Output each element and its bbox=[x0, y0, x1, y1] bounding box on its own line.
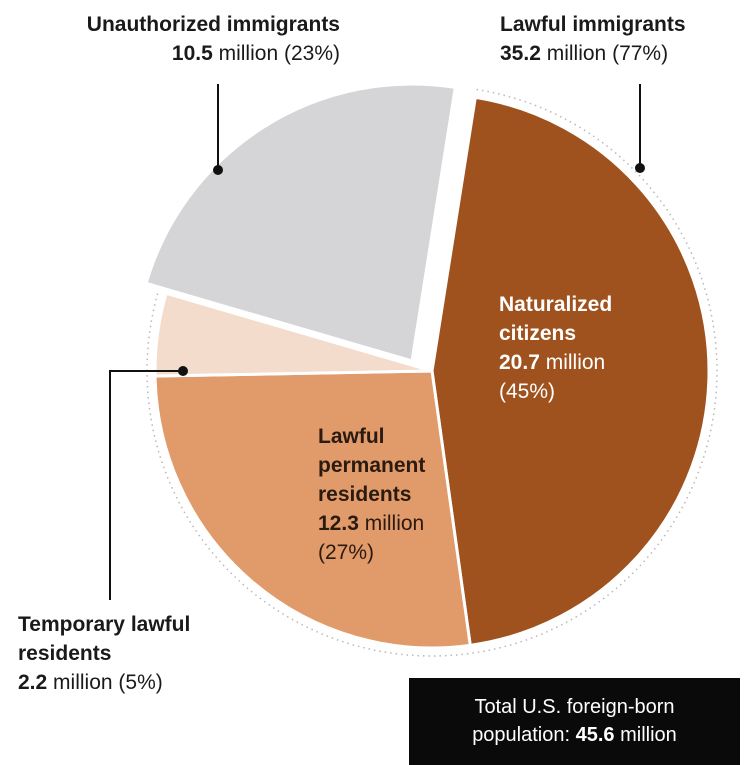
lpr-percent: (27%) bbox=[318, 541, 375, 564]
label-temporary-lawful-residents: Temporary lawful residents 2.2 million (… bbox=[18, 610, 190, 697]
naturalized-unit: million bbox=[545, 351, 606, 374]
label-lawful-immigrants: Lawful immigrants 35.2 million (77%) bbox=[500, 10, 686, 68]
pie-slices bbox=[144, 82, 711, 650]
label-naturalized-citizens: Naturalized citizens 20.7 million (45%) bbox=[499, 290, 612, 406]
label-lawful-permanent-residents: Lawful permanent residents 12.3 million … bbox=[318, 422, 425, 567]
total-line2-prefix: population: bbox=[472, 724, 571, 746]
total-unit: million bbox=[620, 724, 677, 746]
callout-dot-unauthorized bbox=[213, 165, 223, 175]
slice-lawful-permanent-residents bbox=[153, 369, 472, 650]
lpr-value: 12.3 bbox=[318, 512, 359, 535]
slice-naturalized-citizens bbox=[430, 95, 711, 647]
total-line1: Total U.S. foreign-born bbox=[474, 696, 675, 718]
lpr-title-line3: residents bbox=[318, 483, 412, 506]
temporary-title-line1: Temporary lawful bbox=[18, 613, 191, 636]
naturalized-title-line2: citizens bbox=[499, 322, 577, 345]
unauthorized-percent: (23%) bbox=[283, 42, 340, 65]
lpr-unit: million bbox=[364, 512, 425, 535]
naturalized-value: 20.7 bbox=[499, 351, 540, 374]
temporary-value: 2.2 bbox=[18, 671, 48, 694]
label-unauthorized-immigrants: Unauthorized immigrants 10.5 million (23… bbox=[0, 10, 340, 68]
callout-dot-temporary bbox=[178, 366, 188, 376]
lpr-title-line1: Lawful bbox=[318, 425, 385, 448]
temporary-title-line2: residents bbox=[18, 642, 112, 665]
total-population-box: Total U.S. foreign-born population: 45.6… bbox=[409, 678, 740, 765]
callout-line-temporary bbox=[109, 370, 183, 600]
lawful-percent: (77%) bbox=[612, 42, 669, 65]
callout-lines bbox=[109, 84, 718, 657]
lawful-title: Lawful immigrants bbox=[500, 13, 686, 36]
callout-dot-lawful bbox=[635, 163, 645, 173]
naturalized-percent: (45%) bbox=[499, 380, 556, 403]
total-value: 45.6 bbox=[575, 724, 615, 746]
lawful-value: 35.2 bbox=[500, 42, 541, 65]
unauthorized-unit: million bbox=[218, 42, 279, 65]
lawful-unit: million bbox=[546, 42, 607, 65]
lpr-title-line2: permanent bbox=[318, 454, 426, 477]
unauthorized-title: Unauthorized immigrants bbox=[86, 13, 340, 36]
naturalized-title-line1: Naturalized bbox=[499, 293, 613, 316]
lawful-group-guide-ring bbox=[146, 88, 718, 657]
slice-temporary-lawful-residents bbox=[153, 291, 434, 378]
unauthorized-value: 10.5 bbox=[171, 42, 213, 65]
temporary-unit: million bbox=[53, 671, 113, 694]
slice-unauthorized-immigrants bbox=[144, 82, 457, 363]
temporary-percent: (5%) bbox=[118, 671, 163, 694]
